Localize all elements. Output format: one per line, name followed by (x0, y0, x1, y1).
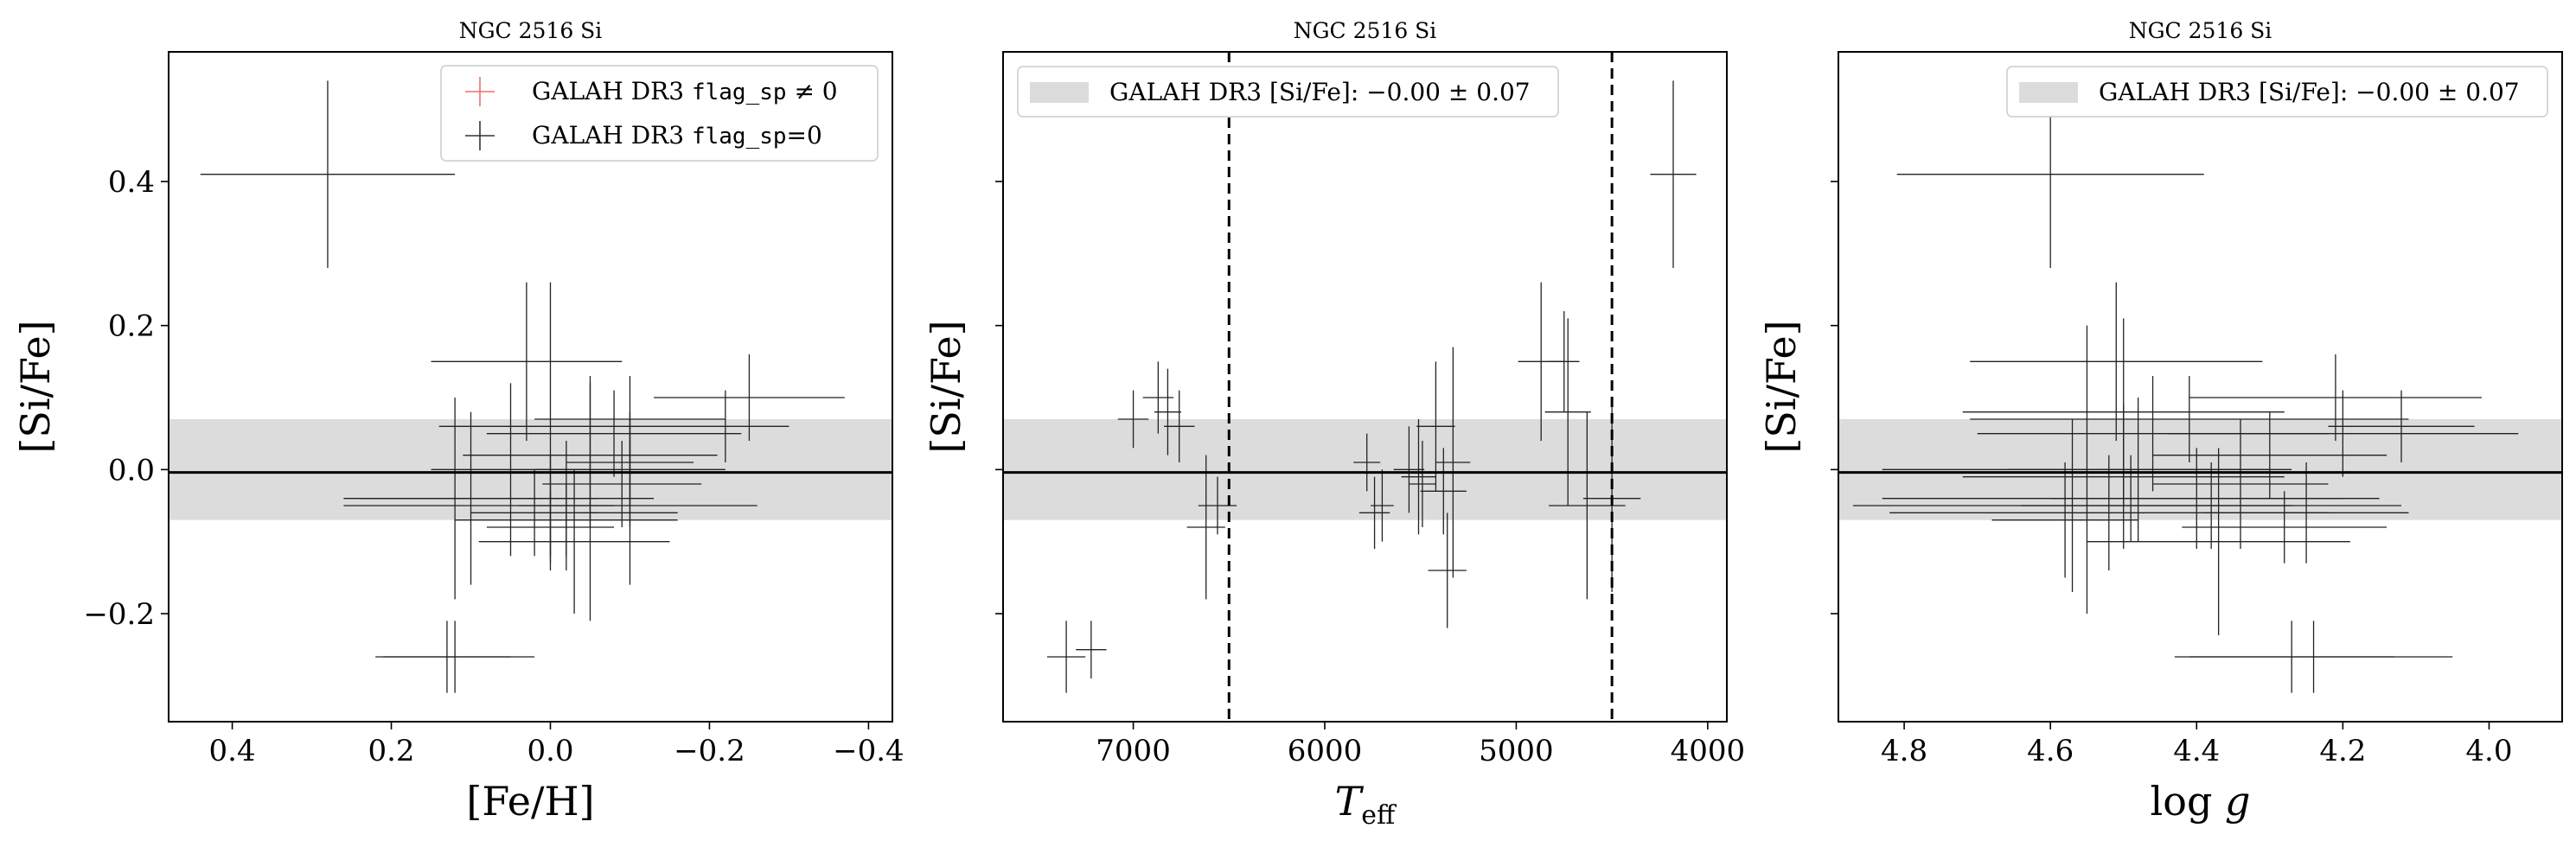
data-point-1 (200, 80, 456, 268)
data-point-20 (2050, 448, 2343, 549)
data-point-6 (662, 390, 789, 462)
legend-box (440, 65, 879, 162)
data-point-18 (2182, 491, 2387, 564)
data-point-10 (1353, 433, 1381, 492)
data-point-23 (566, 419, 694, 506)
x-axis-label: Teff (1335, 778, 1397, 831)
x-tick-label: 7000 (1096, 734, 1171, 768)
legend-label: GALAH DR3 [Si/Fe]: −0.00 ± 0.07 (2099, 78, 2520, 106)
legend: GALAH DR3 flag_sp ≠ 0 GALAH DR3 flag_sp=0 (440, 65, 879, 162)
data-point-22 (359, 398, 551, 600)
galah-band (1003, 419, 1727, 520)
x-tick-label: 0.4 (209, 734, 256, 768)
panel-title: NGC 2516 Si (459, 18, 603, 43)
x-tick-label: 4.2 (2319, 734, 2366, 768)
plot-area (1003, 52, 1727, 722)
data-point-21 (1549, 311, 1580, 412)
panel-3: NGC 2516 Si 4.8 4.6 4.4 4.2 4.0 log g [Si/Fe] GA… (1758, 18, 2563, 825)
y-axis-label: [Si/Fe] (923, 320, 969, 453)
legend: GALAH DR3 [Si/Fe]: −0.00 ± 0.07 (2006, 66, 2548, 118)
data-point-3 (1076, 621, 1107, 678)
data-point-13 (2006, 398, 2270, 542)
plot-area (169, 80, 892, 693)
data-point-12 (1371, 469, 1394, 542)
data-point-6 (2328, 390, 2475, 462)
data-point-24 (2152, 419, 2329, 549)
data-point-16 (1416, 361, 1455, 492)
legend: GALAH DR3 [Si/Fe]: −0.00 ± 0.07 (1017, 66, 1559, 118)
legend-label: GALAH DR3 [Si/Fe]: −0.00 ± 0.07 (1109, 78, 1531, 106)
data-point-2 (1046, 621, 1086, 693)
data-point-8 (1186, 455, 1225, 600)
data-point-4 (1117, 390, 1149, 449)
y-axis-label: [Si/Fe] (1758, 320, 1805, 453)
y-tick-label: 0.2 (108, 309, 155, 344)
axes-frame (168, 51, 893, 723)
data-point-21 (2203, 462, 2409, 564)
legend-patch (1030, 82, 1089, 103)
plot-area (1838, 80, 2562, 693)
panel-title: NGC 2516 Si (2129, 18, 2272, 43)
legend-label: GALAH DR3 flag_sp=0 (532, 121, 822, 150)
data-point-22 (1991, 462, 2138, 578)
x-tick-label: 4000 (1671, 734, 1746, 768)
data-point-4 (1970, 282, 2263, 441)
data-point-24 (518, 441, 615, 570)
axes-frame (1002, 51, 1728, 723)
legend-label: GALAH DR3 flag_sp ≠ 0 (532, 77, 838, 105)
panel-title: NGC 2516 Si (1294, 18, 1437, 43)
x-tick-label: 4.6 (2027, 734, 2074, 768)
data-point-21 (478, 469, 670, 614)
data-point-3 (2174, 621, 2453, 693)
y-tick-label: 0.0 (108, 453, 155, 487)
y-axis-label: [Si/Fe] (12, 320, 59, 453)
data-point-15 (1409, 441, 1436, 527)
data-point-12 (1962, 404, 2285, 549)
x-tick-label: 4.8 (1881, 734, 1927, 768)
x-axis-label: log g (2151, 778, 2251, 825)
data-point-4 (431, 282, 623, 441)
x-tick-label: −0.4 (833, 734, 904, 768)
data-point-22 (1544, 318, 1591, 506)
data-point-17 (2021, 462, 2401, 549)
data-point-11 (1358, 476, 1390, 549)
y-tick-label: −0.2 (83, 597, 155, 632)
data-point-3 (383, 621, 511, 693)
legend-patch (2019, 82, 2078, 103)
data-point-13 (1393, 426, 1425, 513)
data-point-19 (1435, 347, 1471, 578)
panel-2: NGC 2516 Si 7000 6000 5000 4000 Teff [Si/Fe] GA… (923, 18, 1745, 831)
data-point-1 (1650, 80, 1697, 268)
x-tick-label: 4.0 (2465, 734, 2512, 768)
data-point-5 (1142, 361, 1174, 434)
data-point-10 (2167, 390, 2519, 477)
axes-frame (1838, 51, 2563, 723)
data-point-7 (1164, 390, 1195, 462)
legend-box (2006, 66, 2548, 118)
data-point-14 (1401, 419, 1436, 535)
x-tick-label: 0.2 (368, 734, 414, 768)
data-point-18 (486, 491, 615, 564)
x-tick-label: 5000 (1479, 734, 1554, 768)
data-point-6 (1154, 368, 1181, 455)
x-axis-label: [Fe/H] (466, 778, 594, 825)
data-point-18 (1428, 513, 1467, 628)
y-tick-label: 0.4 (108, 165, 155, 200)
legend-box (1017, 66, 1559, 118)
x-tick-label: −0.2 (674, 734, 745, 768)
x-tick-label: 6000 (1288, 734, 1363, 768)
panel-1: NGC 2516 Si 0.4 0.2 0.0 −0.2 −0.4 0.4 0.2 0.0 −0.… (12, 18, 904, 825)
data-point-8 (1970, 376, 2409, 462)
x-tick-label: 4.4 (2173, 734, 2220, 768)
x-tick-label: 0.0 (527, 734, 573, 768)
